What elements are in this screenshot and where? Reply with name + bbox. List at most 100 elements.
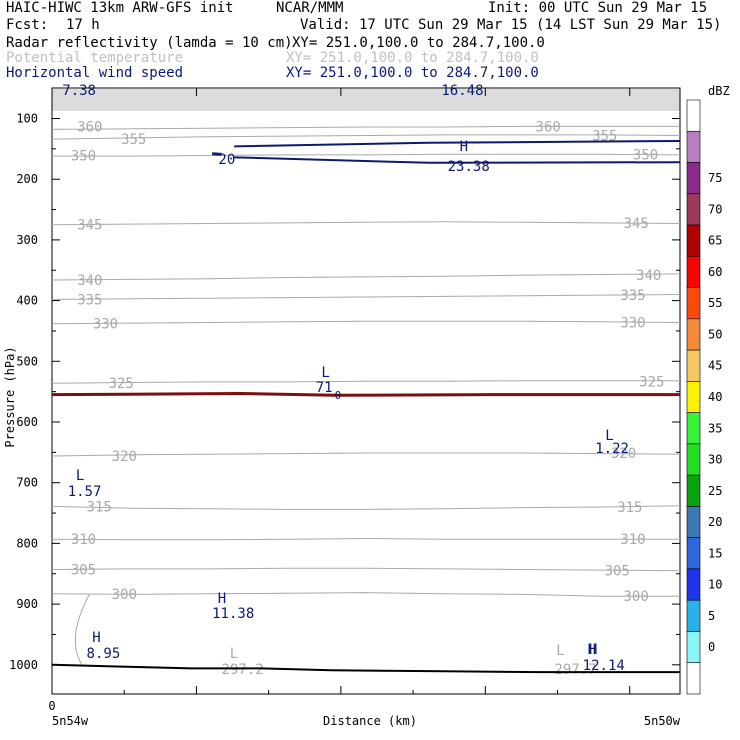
colorbar-segment xyxy=(686,474,701,507)
colorbar-segment xyxy=(686,99,701,132)
colorbar-tick-label: 70 xyxy=(708,202,722,216)
colorbar-tick-label: 75 xyxy=(708,171,722,185)
field-2-xy: XY= 251.0,100.0 to 284.7,100.0 xyxy=(286,50,539,66)
theta-label-310: 310 xyxy=(620,532,645,548)
y-tick-label: 300 xyxy=(16,233,38,247)
wind-contour-stub xyxy=(212,152,222,156)
y-tick-label: 600 xyxy=(16,415,38,429)
colorbar-tick-label: 25 xyxy=(708,484,722,498)
theta-label-340: 340 xyxy=(77,273,102,289)
extremum-mark-h: H xyxy=(218,591,226,607)
theta-label-305: 305 xyxy=(605,564,630,580)
theta-label-310: 310 xyxy=(71,532,96,548)
forecast-label: Fcst: xyxy=(6,17,49,33)
colorbar-tick-label: 5 xyxy=(708,609,715,623)
theta-label-300: 300 xyxy=(112,587,137,603)
colorbar-segment xyxy=(686,412,701,445)
theta-label-340: 340 xyxy=(636,268,661,284)
x-axis-title: Distance (km) xyxy=(323,714,417,728)
y-axis-title: Pressure (hPa) xyxy=(3,346,17,447)
y-tick-label: 800 xyxy=(16,536,38,550)
theta-label-350: 350 xyxy=(633,147,658,163)
wind-label-5: 1.22 xyxy=(595,441,629,457)
x-end-label-left: 5n54w xyxy=(52,714,89,728)
colorbar-segment xyxy=(686,256,701,288)
colorbar-segment xyxy=(686,349,701,382)
wind-label-sub: 0 xyxy=(335,389,342,402)
theta-label-330: 330 xyxy=(620,315,645,331)
isentrope-315 xyxy=(51,505,681,510)
isentrope-330 xyxy=(51,320,681,325)
theta-label-325: 325 xyxy=(109,376,134,392)
colorbar-segment xyxy=(686,662,701,695)
wind-contour-upper xyxy=(234,139,681,148)
wind-label-8: 8.95 xyxy=(87,646,121,662)
field-3-xy: XY= 251.0,100.0 to 284.7,100.0 xyxy=(286,65,539,81)
y-tick-label: 200 xyxy=(16,172,38,186)
forecast-hour: 17 h xyxy=(66,17,100,33)
field-2-name: Potential temperature xyxy=(6,50,184,66)
theta-label-350: 350 xyxy=(71,149,96,165)
theta-label-330: 330 xyxy=(93,317,118,333)
extremum-mark-l: L xyxy=(605,428,613,444)
extremum-mark-h: H xyxy=(460,139,468,155)
colorbar-tick-label: 30 xyxy=(708,453,722,467)
extremum-mark-h: H xyxy=(588,642,596,658)
theta-label-335: 335 xyxy=(620,288,645,304)
colorbar-tick-label: 35 xyxy=(708,421,722,435)
colorbar-tick-label: 50 xyxy=(708,327,722,341)
y-tick-label: 1000 xyxy=(9,658,38,672)
colorbar-tick-label: 0 xyxy=(708,640,715,654)
colorbar-segment xyxy=(686,631,701,664)
isentrope-305 xyxy=(51,567,681,572)
wind-label-6: 1.57 xyxy=(68,484,102,500)
colorbar-segment xyxy=(686,599,701,632)
isentrope-325 xyxy=(51,380,680,384)
model-title: HAIC-HIWC 13km ARW-GFS init xyxy=(6,0,234,16)
isentrope-350 xyxy=(52,153,681,157)
theta-label-320: 320 xyxy=(611,446,636,462)
y-tick-label: 500 xyxy=(16,354,38,368)
init-time: Init: 00 UTC Sun 29 Mar 15 xyxy=(488,0,708,16)
wind-contour-71 xyxy=(51,391,680,397)
wind-label-1: 16.48 xyxy=(441,83,483,99)
colorbar-segment xyxy=(686,443,701,476)
theta-label-360: 360 xyxy=(77,119,102,135)
colorbar-segment xyxy=(686,287,701,320)
colorbar-segment xyxy=(686,193,701,226)
isentrope-300 xyxy=(51,592,680,597)
colorbar-segment xyxy=(686,381,701,413)
theta-label-320: 320 xyxy=(112,449,137,465)
isentrope-335 xyxy=(51,294,681,300)
wind-label-7: 11.38 xyxy=(212,606,254,622)
isentrope-310 xyxy=(51,537,680,541)
y-tick-label: 900 xyxy=(16,597,38,611)
y-tick-label: 100 xyxy=(16,112,38,126)
theta-label-345: 345 xyxy=(77,218,102,234)
colorbar-tick-label: 60 xyxy=(708,265,722,279)
wind-label-4: 71 xyxy=(316,380,333,396)
theta-label-315: 315 xyxy=(87,499,112,515)
theta-label-300: 300 xyxy=(623,589,648,605)
wind-contour-lower xyxy=(234,156,681,164)
theta-label-315: 315 xyxy=(617,500,642,516)
colorbar-tick-label: 40 xyxy=(708,390,722,404)
theta-label-325: 325 xyxy=(639,374,664,390)
org-label: NCAR/MMM xyxy=(276,0,344,16)
extremum-mark-l: L xyxy=(321,365,329,381)
colorbar-segment xyxy=(686,318,701,351)
colorbar-tick-label: 15 xyxy=(708,546,722,560)
isentrope-300-loop xyxy=(74,593,91,667)
colorbar-segment xyxy=(686,568,701,601)
isentrope-340 xyxy=(51,273,681,281)
wind-label-0: 7.38 xyxy=(62,83,96,99)
field-1-xy: XY= 251.0,100.0 to 284.7,100.0 xyxy=(292,35,545,51)
extremum-mark-l: L xyxy=(230,646,238,662)
y-tick-label: 400 xyxy=(16,294,38,308)
theta-label-360: 360 xyxy=(536,119,561,135)
theta-label-355: 355 xyxy=(121,132,146,148)
theta-label-297.2: 297.2 xyxy=(222,662,264,678)
surface-line xyxy=(51,663,680,674)
isentrope-360 xyxy=(51,125,680,130)
